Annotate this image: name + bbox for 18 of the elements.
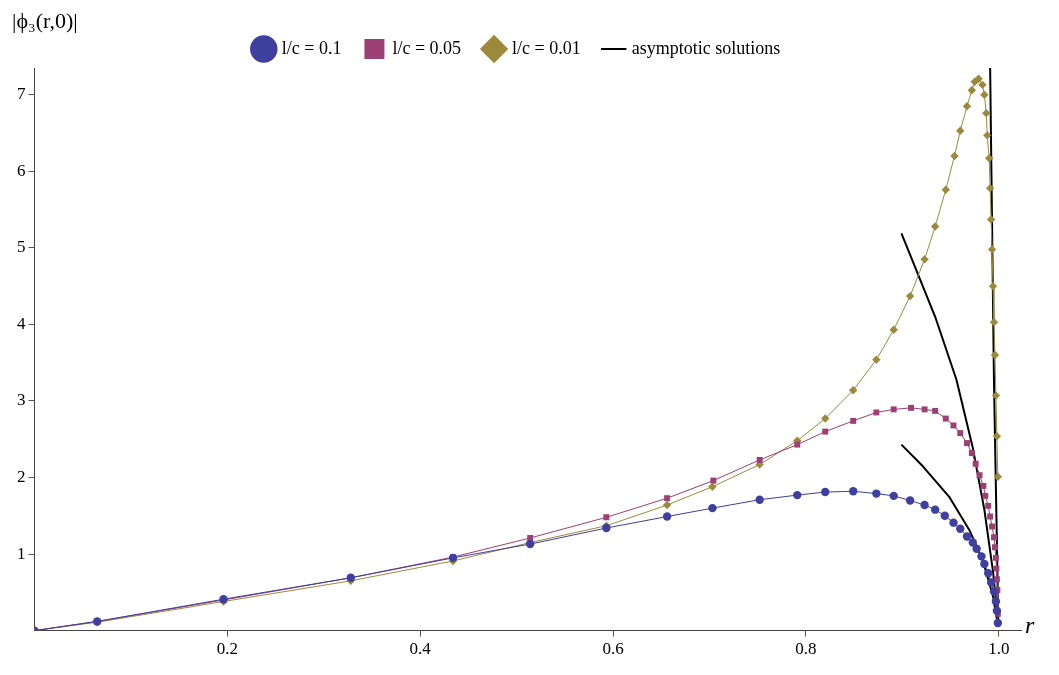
x-axis-title: r [1025, 611, 1035, 638]
x-tick-label: 0.2 [216, 639, 238, 659]
x-tick-label: 0.6 [602, 639, 624, 659]
legend-label: l/c = 0.01 [512, 37, 581, 58]
y-axis-title: |ϕ₃(r,0)| [12, 7, 78, 33]
y-tick-label: 6 [17, 160, 26, 180]
x-tick-label: 0.4 [409, 639, 432, 659]
y-tick-label: 2 [17, 466, 26, 486]
y-tick-label: 7 [17, 84, 26, 104]
legend-label: l/c = 0.1 [281, 37, 342, 58]
y-tick-label: 4 [17, 313, 26, 333]
x-tick-label: 0.8 [795, 639, 817, 659]
legend-label: asymptotic solutions [631, 37, 781, 58]
y-tick-label: 1 [17, 543, 26, 563]
x-tick-label: 1.0 [988, 639, 1010, 659]
y-tick-label: 5 [17, 237, 26, 257]
y-tick-label: 3 [17, 390, 26, 410]
legend-label: l/c = 0.05 [392, 37, 462, 58]
